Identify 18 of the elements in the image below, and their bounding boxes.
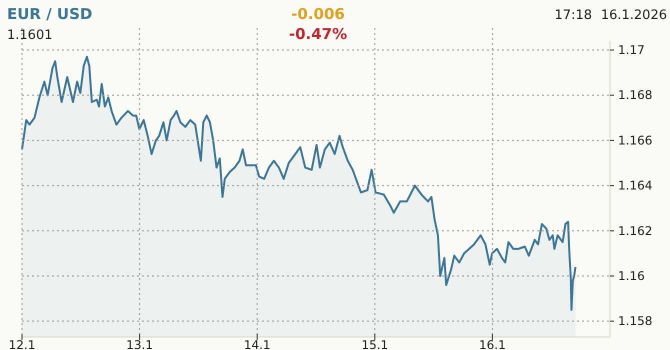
annotation: -0.47% (288, 25, 348, 43)
x-tick-label: 15.1 (361, 338, 388, 350)
text: 17:18 (554, 8, 592, 23)
text: 16.1.2026 (600, 8, 667, 23)
y-tick-label: 1.162 (618, 224, 652, 238)
y-tick-label: 1.17 (618, 43, 645, 58)
y-tick-label: 1.168 (618, 88, 652, 102)
x-tick-label: 14.1 (244, 338, 271, 350)
x-tick-label: 12.1 (8, 338, 36, 350)
y-tick-label: 1.164 (618, 178, 652, 193)
x-tick-label: 13.1 (126, 338, 153, 350)
text: -0.006 (291, 5, 345, 23)
chart-subtitle: 1.1601 (7, 28, 52, 43)
y-tick-label: 1.158 (618, 314, 652, 328)
y-tick-label: 1.16 (618, 268, 645, 283)
chart-title: EUR / USD (7, 5, 92, 23)
x-tick-label: 16.1 (479, 338, 506, 350)
y-tick-label: 1.166 (618, 133, 652, 148)
